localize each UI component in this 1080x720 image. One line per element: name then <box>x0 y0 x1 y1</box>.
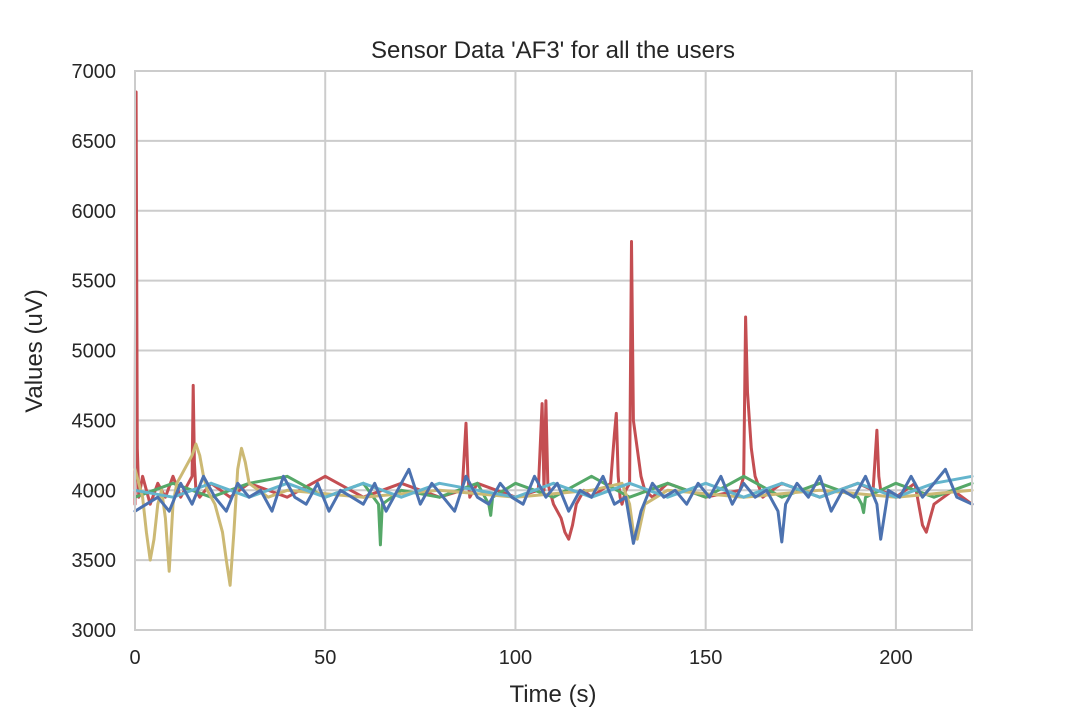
x-tick-label: 200 <box>879 647 912 669</box>
series-layer <box>133 90 974 587</box>
chart-title: Sensor Data 'AF3' for all the users <box>371 37 735 64</box>
y-tick-label: 4500 <box>72 410 117 432</box>
y-tick-label: 5000 <box>72 341 117 363</box>
y-tick-label: 5500 <box>72 271 117 293</box>
x-ticks: 0 50 100 150 200 <box>129 647 912 669</box>
x-tick-label: 50 <box>314 647 336 669</box>
y-ticks: 3000 3500 4000 4500 5000 5500 6000 6500 7000 <box>72 61 117 642</box>
y-tick-label: 6000 <box>72 201 117 223</box>
y-tick-label: 7000 <box>72 61 117 83</box>
x-axis-label: Time (s) <box>509 681 596 708</box>
plot-frame <box>134 70 973 631</box>
series-line-3 <box>133 442 974 587</box>
x-tick-label: 100 <box>499 647 532 669</box>
series-line-5 <box>133 467 974 545</box>
y-tick-label: 3500 <box>72 550 117 572</box>
y-tick-label: 3000 <box>72 620 117 642</box>
series-line-4 <box>133 474 974 499</box>
x-tick-label: 150 <box>689 647 722 669</box>
y-tick-label: 6500 <box>72 131 117 153</box>
y-tick-label: 4000 <box>72 480 117 502</box>
x-tick-label: 0 <box>129 647 140 669</box>
y-axis-label: Values (uV) <box>21 289 48 413</box>
